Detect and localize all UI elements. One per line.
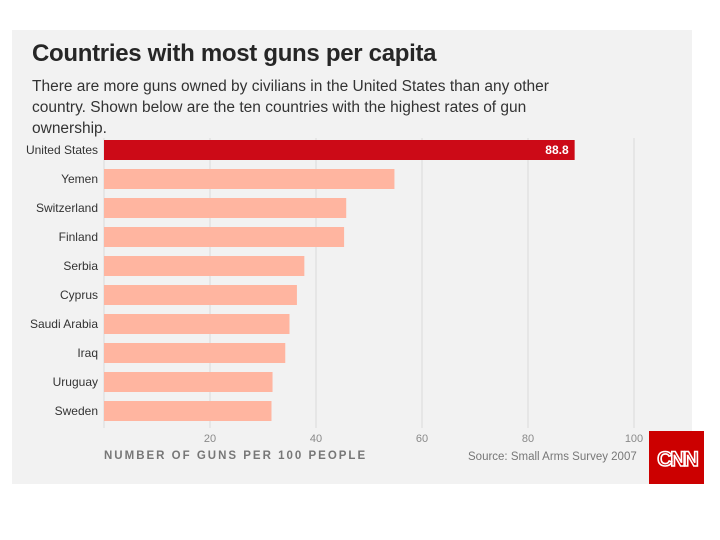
category-label-switzerland: Switzerland — [36, 201, 98, 215]
x-tick-label-100: 100 — [625, 433, 643, 445]
x-tick-label-40: 40 — [310, 433, 322, 445]
bar-serbia — [104, 256, 305, 276]
category-label-uruguay: Uruguay — [53, 375, 98, 389]
category-label-cyprus: Cyprus — [60, 288, 98, 302]
x-tick-label-80: 80 — [522, 433, 534, 445]
x-tick-label-60: 60 — [416, 433, 428, 445]
x-tick-label-20: 20 — [204, 433, 216, 445]
cnn-logo: CNN — [649, 431, 704, 484]
source-note: Source: Small Arms Survey 2007 — [468, 451, 637, 463]
category-label-saudi-arabia: Saudi Arabia — [30, 317, 98, 331]
category-label-yemen: Yemen — [61, 172, 98, 186]
bar-switzerland — [104, 198, 347, 218]
category-label-united-states: United States — [26, 143, 98, 157]
bar-united-states — [104, 140, 575, 160]
chart-subtitle: There are more guns owned by civilians i… — [32, 78, 549, 137]
cnn-logo-text: CNN — [657, 448, 697, 471]
data-label-united-states: 88.8 — [545, 143, 569, 157]
chart-title: Countries with most guns per capita — [32, 40, 437, 67]
category-label-serbia: Serbia — [63, 259, 98, 273]
x-axis-label: NUMBER OF GUNS PER 100 PEOPLE — [104, 450, 368, 462]
bar-yemen — [104, 169, 395, 189]
cnn-logo-mark: CNN — [656, 447, 699, 472]
category-label-iraq: Iraq — [77, 346, 98, 360]
bar-chart: 20 40 60 80 100 United States 88.8 Yemen Switzer… — [26, 138, 643, 445]
bar-finland — [104, 227, 345, 247]
bar-saudi-arabia — [104, 314, 290, 334]
chart-card: Countries with most guns per capita Ther… — [12, 30, 704, 484]
bar-uruguay — [104, 372, 273, 392]
category-label-finland: Finland — [59, 230, 98, 244]
bar-sweden — [104, 401, 272, 421]
category-label-sweden: Sweden — [55, 404, 98, 418]
bar-iraq — [104, 343, 286, 363]
bar-cyprus — [104, 285, 297, 305]
